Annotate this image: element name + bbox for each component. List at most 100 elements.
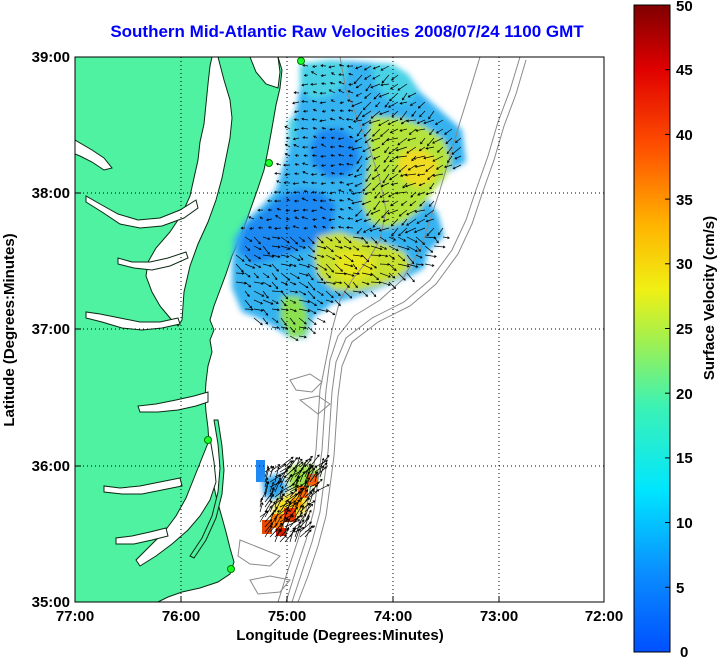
velocity-arrow <box>346 64 354 68</box>
velocity-arrow <box>379 110 390 116</box>
velocity-arrow <box>280 281 288 286</box>
velocity-arrow <box>269 501 276 513</box>
velocity-arrow <box>339 109 345 113</box>
velocity-arrow <box>334 254 342 260</box>
velocity-arrow <box>298 281 309 289</box>
velocity-arrow <box>339 199 345 202</box>
velocity-arrow <box>309 454 320 468</box>
velocity-arrow <box>353 173 363 178</box>
velocity-arrow <box>355 92 363 97</box>
velocity-arrow <box>352 281 358 289</box>
velocity-arrow <box>264 500 273 513</box>
velocity-arrow <box>423 119 435 125</box>
velocity-arrow <box>419 200 426 207</box>
velocity-arrow <box>397 263 410 268</box>
x-tick-label: 75:00 <box>268 608 306 625</box>
velocity-arrow <box>286 198 291 202</box>
velocity-arrow <box>372 65 381 70</box>
velocity-arrow <box>426 137 435 147</box>
velocity-arrow <box>304 491 313 503</box>
velocity-arrow <box>271 272 278 281</box>
velocity-arrow <box>293 199 299 203</box>
velocity-arrow <box>346 182 354 186</box>
velocity-arrow <box>253 308 264 312</box>
y-tick-label: 39:00 <box>32 49 70 66</box>
velocity-arrow <box>435 128 444 134</box>
velocity-arrow <box>289 254 301 261</box>
velocity-arrow <box>419 110 426 118</box>
velocity-arrow <box>362 182 372 192</box>
y-axis-label: Latitude (Degrees:Minutes) <box>1 233 18 426</box>
velocity-arrow <box>320 182 327 186</box>
colorbar-ticks <box>665 4 670 588</box>
velocity-arrow <box>363 218 372 223</box>
velocity-arrow <box>309 489 315 503</box>
velocity-arrow <box>316 290 324 296</box>
velocity-arrow <box>417 101 426 109</box>
velocity-arrow <box>397 83 408 91</box>
velocity-arrow <box>298 335 307 339</box>
velocity-arrow <box>262 272 270 278</box>
velocity-arrow <box>301 197 309 202</box>
velocity-arrow <box>331 72 336 76</box>
velocity-arrow <box>253 281 264 285</box>
velocity-arrow <box>275 215 282 220</box>
velocity-arrow <box>366 209 372 217</box>
velocity-arrow <box>298 290 307 296</box>
velocity-arrow <box>294 163 300 166</box>
velocity-arrow <box>370 209 381 215</box>
velocity-arrow <box>381 74 390 84</box>
velocity-arrow <box>388 101 399 108</box>
velocity-arrow <box>253 272 259 279</box>
velocity-arrow <box>356 128 363 137</box>
velocity-arrow <box>325 254 336 261</box>
velocity-arrow <box>307 281 316 291</box>
velocity-arrow <box>398 227 408 237</box>
velocity-arrow <box>399 110 408 121</box>
velocity-arrow <box>345 117 354 121</box>
velocity-arrow <box>314 466 328 478</box>
velocity-arrow <box>329 208 336 212</box>
velocity-arrow <box>307 254 318 260</box>
velocity-arrow <box>319 457 325 473</box>
velocity-arrow <box>346 162 354 166</box>
velocity-arrow <box>373 155 381 160</box>
velocity-arrow <box>356 164 363 173</box>
velocity-arrow <box>279 456 294 468</box>
velocity-arrow <box>275 162 282 166</box>
velocity-arrow <box>368 119 381 125</box>
velocity-arrow <box>339 207 345 211</box>
velocity-arrow <box>372 218 381 228</box>
velocity-arrow <box>432 173 444 177</box>
velocity-arrow <box>416 218 426 224</box>
velocity-arrow <box>334 263 343 272</box>
velocity-arrow <box>262 245 270 255</box>
velocity-arrow <box>406 209 417 216</box>
velocity-arrow <box>352 272 360 276</box>
velocity-arrow <box>264 481 270 498</box>
velocity-arrow <box>330 136 336 140</box>
x-axis-label: Longitude (Degrees:Minutes) <box>236 627 444 644</box>
velocity-arrow <box>370 83 381 89</box>
velocity-arrow <box>280 272 291 281</box>
velocity-arrow <box>249 227 255 230</box>
velocity-arrow <box>407 137 417 142</box>
velocity-arrow <box>389 92 399 102</box>
velocity-arrow <box>271 299 279 304</box>
velocity-arrow <box>262 236 271 241</box>
velocity-arrow <box>269 522 278 533</box>
velocity-arrow <box>294 475 300 488</box>
velocity-arrow <box>407 92 417 98</box>
velocity-arrow <box>415 128 426 132</box>
station-marker <box>204 436 212 444</box>
velocity-arrow <box>361 110 372 118</box>
velocity-arrow <box>338 89 345 94</box>
velocity-arrow <box>274 496 283 513</box>
velocity-arrow <box>267 199 273 203</box>
velocity-arrow <box>289 290 299 294</box>
velocity-arrow <box>406 254 415 265</box>
velocity-arrow <box>387 209 399 215</box>
velocity-arrow <box>264 518 273 528</box>
velocity-arrow <box>391 110 399 118</box>
velocity-arrow <box>418 182 426 187</box>
